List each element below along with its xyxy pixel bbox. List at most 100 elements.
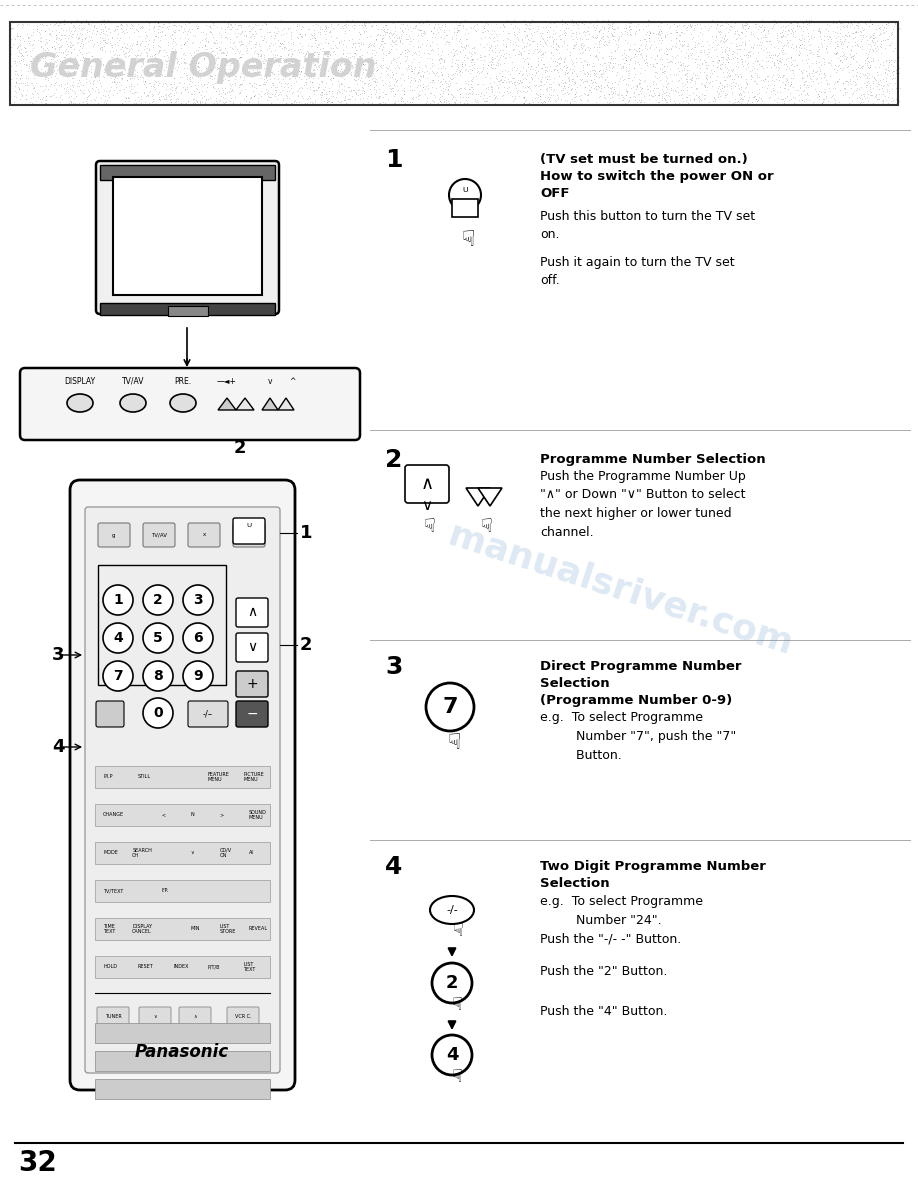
- Point: [310, 52, 325, 71]
- Point: [666, 49, 680, 68]
- Point: [83, 74, 97, 93]
- Text: MODE: MODE: [103, 851, 118, 855]
- Point: [389, 71, 404, 90]
- Point: [298, 44, 313, 63]
- Point: [795, 51, 810, 70]
- Point: [394, 45, 409, 64]
- Point: [784, 75, 799, 94]
- Point: [161, 64, 175, 83]
- Point: [267, 84, 282, 103]
- Point: [496, 14, 510, 33]
- Point: [20, 81, 35, 100]
- Point: [297, 48, 311, 67]
- Point: [417, 44, 431, 63]
- Point: [295, 78, 309, 97]
- Point: [242, 52, 257, 71]
- Point: [890, 74, 905, 93]
- Point: [195, 76, 209, 95]
- Point: [537, 33, 552, 52]
- Point: [47, 32, 62, 51]
- Point: [10, 15, 25, 34]
- Point: [485, 20, 499, 39]
- Point: [857, 11, 872, 30]
- Point: [148, 27, 162, 46]
- Point: [51, 58, 66, 77]
- Point: [330, 91, 345, 110]
- Point: [399, 51, 414, 70]
- Point: [39, 32, 53, 51]
- Point: [872, 25, 887, 44]
- Point: [209, 59, 224, 78]
- Point: [286, 74, 301, 93]
- Point: [555, 78, 570, 97]
- Point: [241, 15, 256, 34]
- Point: [554, 30, 569, 49]
- Point: [734, 14, 749, 33]
- Point: [746, 53, 761, 72]
- Point: [487, 58, 502, 77]
- Point: [444, 90, 459, 109]
- Point: [663, 91, 677, 110]
- Point: [633, 80, 648, 99]
- Point: [185, 57, 199, 76]
- Text: 4: 4: [385, 855, 402, 879]
- Point: [72, 29, 86, 48]
- Point: [750, 36, 765, 55]
- Point: [634, 44, 649, 63]
- Point: [653, 49, 667, 68]
- Point: [622, 50, 637, 69]
- Point: [113, 65, 128, 84]
- Point: [525, 11, 540, 30]
- Point: [613, 26, 628, 45]
- Point: [493, 18, 508, 37]
- Point: [811, 46, 825, 65]
- Point: [293, 25, 308, 44]
- Point: [347, 44, 362, 63]
- Point: [60, 56, 74, 75]
- Point: [535, 24, 550, 43]
- Point: [724, 69, 739, 88]
- Point: [42, 46, 57, 65]
- Point: [628, 17, 643, 36]
- Text: VCR C.: VCR C.: [235, 1013, 252, 1018]
- Point: [605, 57, 620, 76]
- Point: [263, 70, 277, 89]
- Point: [71, 74, 85, 93]
- Point: [518, 21, 532, 40]
- Point: [830, 37, 845, 56]
- Point: [107, 68, 122, 87]
- Point: [858, 14, 873, 33]
- Point: [667, 64, 682, 83]
- Point: [14, 65, 28, 84]
- Point: [343, 52, 358, 71]
- Point: [805, 45, 820, 64]
- Point: [487, 31, 501, 50]
- Point: [411, 19, 426, 38]
- Point: [563, 59, 577, 78]
- Point: [148, 44, 162, 63]
- Point: [356, 63, 371, 82]
- Point: [482, 52, 497, 71]
- Point: [585, 15, 599, 34]
- Point: [426, 70, 441, 89]
- Point: [701, 36, 716, 55]
- Point: [147, 30, 162, 49]
- Point: [97, 32, 112, 51]
- Point: [714, 48, 729, 67]
- Point: [282, 62, 297, 81]
- Point: [39, 43, 54, 62]
- Point: [884, 33, 899, 52]
- Point: [4, 19, 18, 38]
- Point: [177, 52, 192, 71]
- Point: [336, 19, 351, 38]
- Bar: [10, 23, 898, 105]
- Point: [215, 65, 230, 84]
- Point: [891, 91, 906, 110]
- Point: [416, 67, 431, 86]
- Point: [597, 20, 611, 39]
- Point: [364, 88, 378, 107]
- Point: [80, 81, 95, 100]
- Point: [87, 68, 102, 87]
- Point: [834, 26, 849, 45]
- Point: [391, 12, 406, 31]
